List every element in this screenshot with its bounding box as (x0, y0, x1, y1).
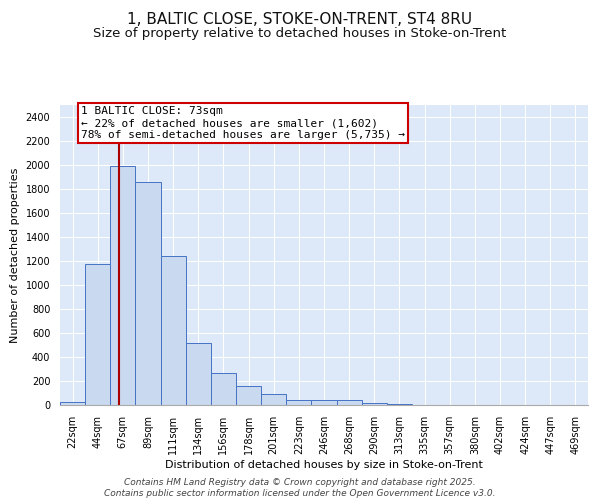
Bar (362, 402, 387, 405)
Bar (186, 342, 211, 405)
Bar (211, 372, 236, 405)
Y-axis label: Number of detached properties: Number of detached properties (10, 168, 20, 342)
Bar (161, 256, 186, 405)
Bar (261, 394, 286, 405)
Bar (337, 400, 362, 405)
Text: 1 BALTIC CLOSE: 73sqm
← 22% of detached houses are smaller (1,602)
78% of semi-d: 1 BALTIC CLOSE: 73sqm ← 22% of detached … (81, 106, 405, 140)
Bar (286, 400, 311, 405)
Bar (387, 404, 412, 405)
Bar (236, 386, 261, 405)
Bar (311, 400, 337, 405)
Bar (85, 264, 110, 405)
Text: Contains HM Land Registry data © Crown copyright and database right 2025.
Contai: Contains HM Land Registry data © Crown c… (104, 478, 496, 498)
Text: Size of property relative to detached houses in Stoke-on-Trent: Size of property relative to detached ho… (94, 28, 506, 40)
Bar (136, 182, 161, 405)
Text: 1, BALTIC CLOSE, STOKE-ON-TRENT, ST4 8RU: 1, BALTIC CLOSE, STOKE-ON-TRENT, ST4 8RU (127, 12, 473, 28)
Bar (60, 402, 85, 405)
Bar (110, 166, 136, 405)
X-axis label: Distribution of detached houses by size in Stoke-on-Trent: Distribution of detached houses by size … (165, 460, 483, 469)
